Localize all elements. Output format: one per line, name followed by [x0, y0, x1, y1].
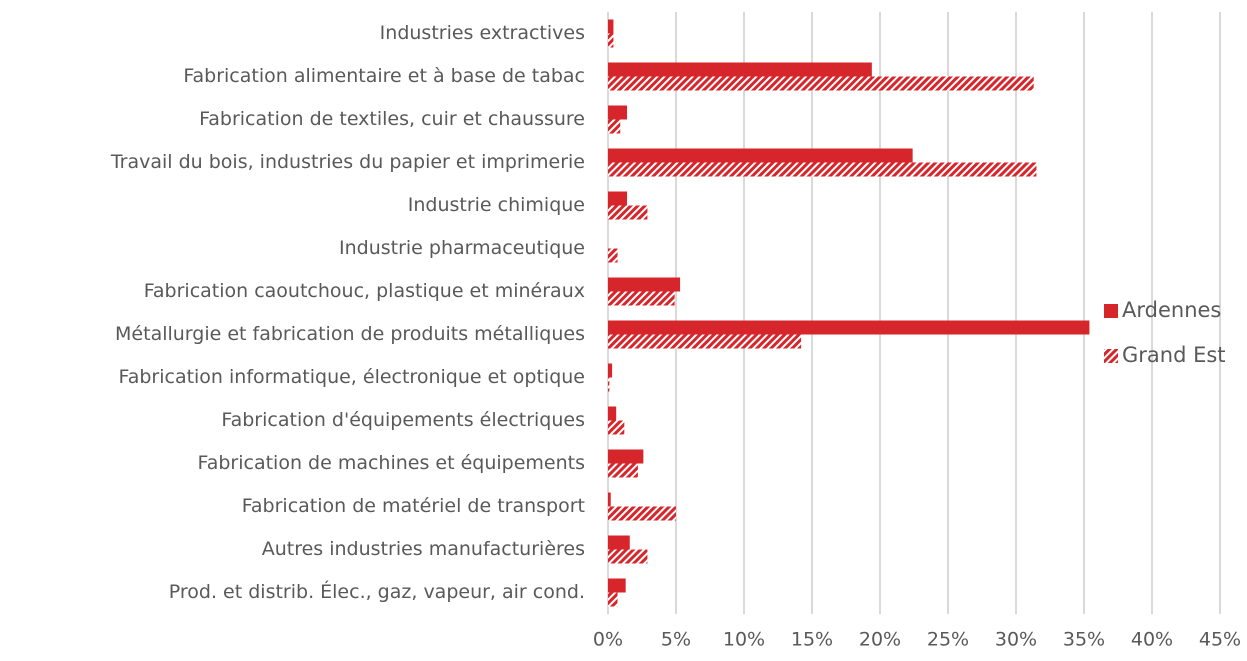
bar	[608, 592, 618, 607]
bar	[608, 205, 648, 220]
legend-label: Ardennes	[1122, 298, 1221, 322]
x-tick-label: 15%	[791, 629, 833, 651]
legend-swatch	[1104, 304, 1118, 318]
bar	[608, 277, 681, 292]
bar	[608, 291, 675, 306]
y-tick-label: Industrie chimique	[408, 194, 585, 216]
x-tick-label: 40%	[1131, 629, 1173, 651]
legend-label: Grand Est	[1122, 343, 1226, 367]
x-tick-label: 0%	[593, 629, 623, 651]
bar	[608, 162, 1037, 177]
bar	[608, 248, 618, 263]
bar	[608, 105, 628, 120]
bar	[608, 62, 872, 77]
x-tick-label: 25%	[927, 629, 969, 651]
bar	[608, 119, 621, 134]
bar	[608, 506, 676, 521]
bar	[608, 463, 638, 478]
x-tick-label: 10%	[723, 629, 765, 651]
bar	[608, 578, 626, 593]
bar	[608, 420, 625, 435]
y-tick-label: Prod. et distrib. Élec., gaz, vapeur, ai…	[169, 580, 585, 603]
x-tick-label: 30%	[995, 629, 1037, 651]
bar	[608, 363, 613, 378]
y-tick-label: Autres industries manufacturières	[262, 538, 585, 560]
bar	[608, 320, 1090, 335]
y-tick-label: Métallurgie et fabrication de produits m…	[115, 323, 585, 345]
bar	[608, 19, 614, 34]
x-tick-label: 45%	[1199, 629, 1241, 651]
legend-swatch	[1104, 349, 1118, 363]
x-tick-label: 5%	[661, 629, 691, 651]
bar	[608, 449, 644, 464]
y-tick-label: Fabrication caoutchouc, plastique et min…	[144, 280, 585, 302]
bar	[608, 148, 913, 163]
bar	[608, 549, 648, 564]
y-tick-label: Fabrication de machines et équipements	[198, 452, 585, 474]
y-tick-label: Fabrication d'équipements électriques	[221, 409, 585, 431]
x-tick-label: 35%	[1063, 629, 1105, 651]
bar	[608, 535, 630, 550]
x-tick-label: 20%	[859, 629, 901, 651]
y-tick-label: Travail du bois, industries du papier et…	[110, 151, 585, 173]
y-tick-label: Fabrication de textiles, cuir et chaussu…	[199, 108, 585, 130]
y-tick-label: Fabrication alimentaire et à base de tab…	[183, 65, 585, 87]
bar	[608, 33, 614, 48]
y-tick-label: Fabrication de matériel de transport	[242, 495, 585, 517]
bar	[608, 334, 802, 349]
y-tick-label: Industries extractives	[380, 22, 585, 44]
bar	[608, 377, 610, 392]
bar	[608, 76, 1034, 91]
bar	[608, 191, 628, 206]
y-tick-label: Industrie pharmaceutique	[339, 237, 585, 259]
bar	[608, 492, 611, 507]
y-tick-label: Fabrication informatique, électronique e…	[119, 366, 585, 388]
bar	[608, 406, 617, 421]
